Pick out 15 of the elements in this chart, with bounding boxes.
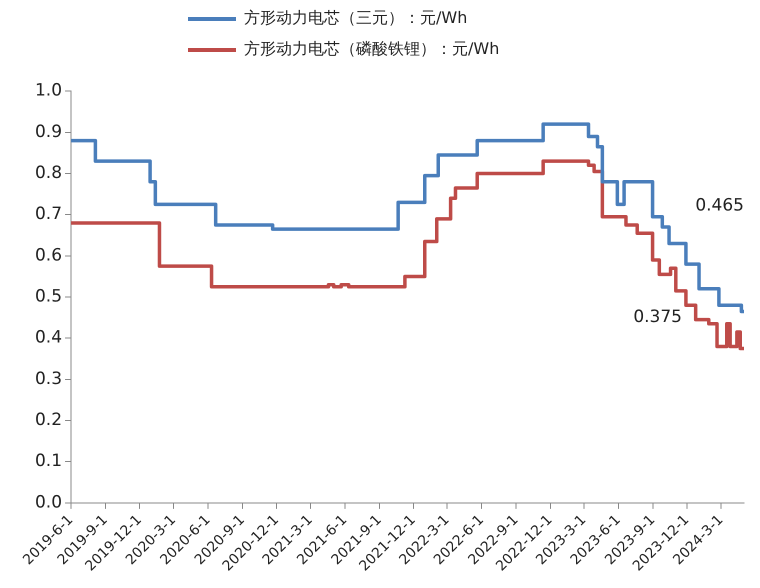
y-tick-label: 0.3 — [34, 368, 62, 389]
y-tick-label: 0.5 — [34, 286, 62, 306]
y-tick-label: 0.7 — [34, 204, 62, 224]
y-tick-label: 0.1 — [34, 451, 62, 472]
annotation: 0.375 — [633, 307, 682, 328]
y-tick-label: 0.9 — [34, 122, 62, 142]
y-tick-label: 0.8 — [34, 162, 62, 183]
y-tick-label: 0.6 — [34, 245, 62, 266]
y-tick-label: 0.4 — [34, 328, 62, 348]
legend-label: 方形动力电芯（三元）：元/Wh — [244, 8, 468, 29]
annotation: 0.465 — [695, 196, 744, 216]
y-tick-label: 1.0 — [34, 80, 62, 101]
y-tick-label: 0.0 — [34, 492, 62, 512]
legend-label: 方形动力电芯（磷酸铁锂）：元/Wh — [244, 39, 500, 60]
y-tick-label: 0.2 — [34, 410, 62, 430]
